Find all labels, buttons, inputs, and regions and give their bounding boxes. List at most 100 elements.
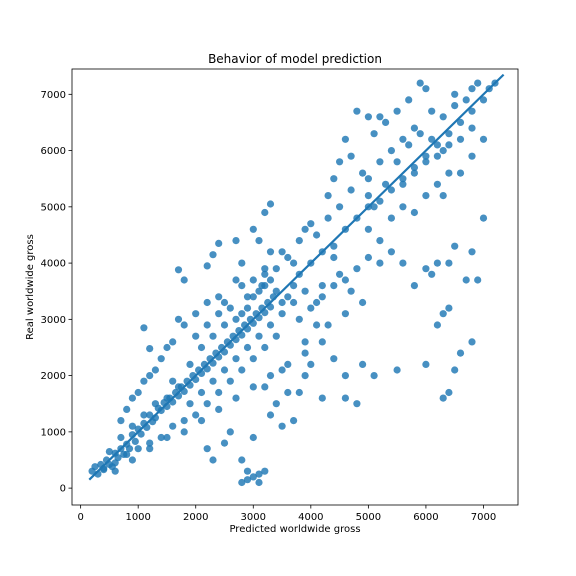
scatter-point [295,237,303,245]
scatter-point [330,282,338,290]
scatter-point [146,345,154,353]
scatter-point [266,276,275,284]
x-tick-label: 0 [77,512,83,523]
scatter-point [163,343,171,352]
scatter-point [399,135,407,143]
x-tick-label: 6000 [413,512,438,523]
scatter-point [125,445,134,453]
scatter-point [243,343,252,352]
scatter-point [209,251,217,259]
scatter-point [422,360,430,368]
scatter-point [284,293,292,301]
scatter-point [128,422,136,430]
x-tick-label: 3000 [241,512,266,523]
scatter-point [180,428,188,436]
scatter-point [341,372,349,380]
scatter-point [146,445,154,453]
scatter-point [330,175,338,183]
scatter-point [249,473,257,481]
scatter-point [151,400,159,408]
scatter-point [307,220,315,228]
scatter-point [278,298,286,307]
scatter-point [249,225,257,233]
y-tick-label: 6000 [41,146,66,157]
scatter-point [347,186,355,194]
y-ticks: 0 1000 2000 3000 4000 5000 6000 7000 [41,90,72,495]
scatter-point [479,96,488,104]
scatter-point [284,253,292,262]
x-tick-label: 1000 [125,512,150,523]
scatter-point [445,388,453,397]
scatter-point [140,411,148,419]
scatter-point [215,405,223,413]
scatter-point [215,239,223,247]
scatter-point [353,400,361,408]
scatter-point [232,315,240,323]
scatter-point [318,282,326,290]
scatter-point [192,332,200,340]
scatter-point [399,180,407,188]
scatter-point [209,332,217,340]
scatter-point [399,259,407,267]
scatter-point [266,200,275,208]
scatter-point [468,85,476,93]
scatter-point [468,338,476,346]
chart-title: Behavior of model prediction [208,52,382,66]
scatter-point [376,237,384,245]
scatter-point [313,298,321,307]
scatter-point [364,225,372,233]
scatter-point [146,411,154,419]
scatter-point [174,266,183,274]
scatter-point [399,175,407,183]
scatter-point [433,152,441,160]
y-tick-label: 4000 [41,259,66,270]
scatter-point [278,248,286,256]
scatter-point [301,287,309,295]
scatter-point [128,394,136,402]
scatter-point [220,321,229,329]
scatter-point [146,439,154,447]
scatter-point [364,113,372,121]
scatter-point [261,282,269,290]
scatter-point [387,248,395,256]
scatter-point [232,276,240,284]
scatter-point [445,141,453,149]
scatter-point [255,287,263,295]
scatter-point [341,135,349,143]
scatter-point [220,439,229,447]
scatter-point [428,135,436,143]
scatter-point [353,107,361,115]
scatter-point [163,433,171,442]
scatter-point [468,152,476,160]
scatter-point [456,169,465,177]
scatter-point [479,214,488,222]
scatter-point [134,388,142,397]
scatter-point [131,437,139,445]
scatter-point [370,130,378,138]
x-tick-label: 7000 [471,512,496,523]
scatter-point [370,203,378,211]
scatter-point [410,169,418,177]
scatter-point [278,310,286,318]
scatter-point [330,253,338,262]
scatter-point [428,107,436,115]
scatter-point [376,197,384,205]
scatter-point [364,253,372,262]
scatter-point [422,158,430,166]
scatter-point [301,225,309,233]
scatter-point [347,152,355,160]
y-tick-label: 0 [60,484,66,495]
scatter-point [243,467,252,475]
scatter-point [232,237,240,245]
scatter-point [445,130,453,138]
scatter-point [272,265,280,273]
scatter-point [220,366,229,374]
scatter-point [456,118,465,126]
scatter-point [445,259,453,267]
scatter-point [203,400,211,408]
y-tick-label: 3000 [41,315,66,326]
scatter-point [301,349,309,357]
x-tick-label: 2000 [183,512,208,523]
